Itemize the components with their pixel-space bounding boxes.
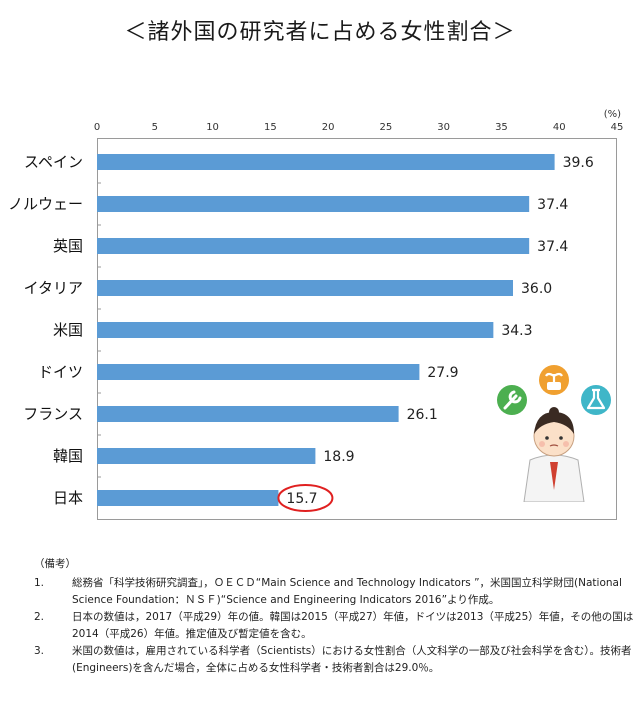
wrench-icon [497, 385, 527, 415]
bar-8 [97, 448, 316, 464]
bar-2 [97, 196, 530, 212]
flask-icon [581, 385, 611, 415]
x-tick-label: 40 [553, 122, 566, 133]
x-tick-label: 30 [437, 122, 450, 133]
bars [97, 154, 555, 506]
note-text: 総務省「科学技術研究調査」，ＯＥＣＤ“Main Science and Tech… [72, 577, 622, 606]
note-item: 2. 日本の数値は，2017（平成29）年の値。韓国は2015（平成27）年値，… [34, 609, 634, 643]
labels: スペイン 39.6 ノルウェー 37.4 英国 37.4 イタリア 36.0 米国 34.3 ドイツ… [8, 153, 594, 512]
category-label: フランス [23, 405, 83, 423]
chart-title: ＜諸外国の研究者に占める女性割合＞ [124, 20, 516, 45]
x-tick-label: 45 [611, 122, 624, 133]
notes-section: （備考） 1. 総務省「科学技術研究調査」，ＯＥＣＤ“Main Science … [34, 556, 634, 677]
bar-3 [97, 238, 530, 254]
note-number: 2. [34, 611, 45, 623]
note-item: 3. 米国の数値は，雇用されている科学者（Scientists）における女性割合… [34, 643, 634, 677]
bar-5 [97, 322, 494, 338]
x-tick-label: 15 [264, 122, 277, 133]
value-label: 39.6 [563, 155, 594, 171]
value-label: 26.1 [407, 407, 438, 423]
note-number: 1. [34, 577, 45, 589]
x-tick-label: 35 [495, 122, 508, 133]
value-label: 36.0 [521, 281, 552, 297]
category-label: 英国 [53, 237, 83, 255]
category-label: 韓国 [53, 447, 83, 465]
value-label: 18.9 [323, 449, 354, 465]
category-label: イタリア [24, 279, 83, 297]
category-label: ドイツ [38, 363, 83, 381]
category-label: 日本 [53, 489, 83, 507]
bar-chart: (%) 0 5 10 15 20 25 30 35 40 45 スペイン 39.6 ノルウェー 37.4 英… [8, 109, 624, 512]
x-axis: (%) 0 5 10 15 20 25 30 35 40 45 [94, 109, 624, 478]
scientist-figure [523, 407, 585, 502]
bar-6 [97, 364, 420, 380]
value-label: 37.4 [537, 239, 568, 255]
value-label: 37.4 [537, 197, 568, 213]
bar-4 [97, 280, 513, 296]
x-tick-label: 25 [380, 122, 393, 133]
note-item: 1. 総務省「科学技術研究調査」，ＯＥＣＤ“Main Science and T… [34, 575, 634, 609]
x-tick-label: 10 [206, 122, 219, 133]
note-text: 日本の数値は，2017（平成29）年の値。韓国は2015（平成27）年値，ドイツ… [72, 611, 634, 640]
note-number: 3. [34, 645, 45, 657]
x-tick-label: 0 [94, 122, 100, 133]
bar-1 [97, 154, 555, 170]
category-label: ノルウェー [8, 195, 83, 213]
scientist-illustration [497, 365, 611, 502]
notes-heading: （備考） [34, 558, 76, 570]
category-label: 米国 [53, 321, 83, 339]
note-text: 米国の数値は，雇用されている科学者（Scientists）における女性割合（人文… [72, 645, 632, 674]
bar-7 [97, 406, 399, 422]
plant-icon [539, 365, 569, 395]
highlight-circle [277, 484, 334, 512]
axis-unit-label: (%) [604, 109, 621, 120]
bar-9 [97, 490, 279, 506]
category-label: スペイン [24, 153, 83, 171]
x-tick-label: 5 [152, 122, 158, 133]
value-label: 27.9 [427, 365, 458, 381]
x-tick-label: 20 [322, 122, 335, 133]
value-label: 15.7 [286, 491, 317, 507]
value-label: 34.3 [501, 323, 532, 339]
